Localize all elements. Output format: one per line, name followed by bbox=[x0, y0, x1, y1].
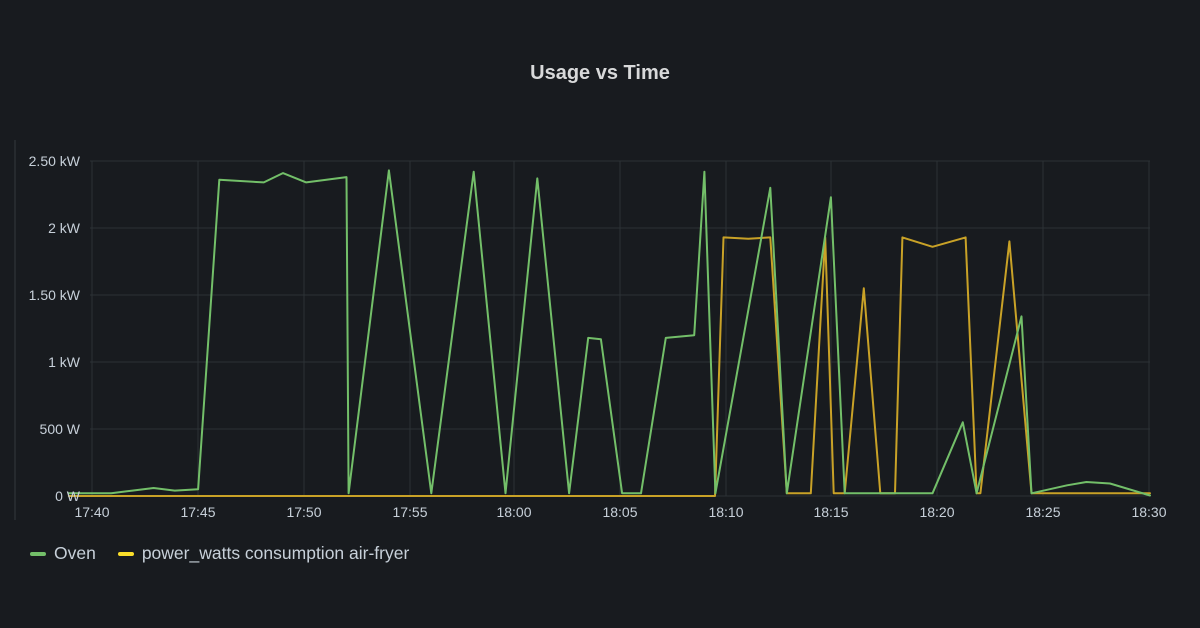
svg-text:1.50 kW: 1.50 kW bbox=[29, 287, 81, 303]
svg-text:17:45: 17:45 bbox=[180, 504, 215, 520]
svg-text:18:00: 18:00 bbox=[496, 504, 531, 520]
svg-text:2 kW: 2 kW bbox=[48, 220, 81, 236]
svg-text:500 W: 500 W bbox=[40, 421, 81, 437]
svg-text:18:20: 18:20 bbox=[919, 504, 954, 520]
svg-text:18:30: 18:30 bbox=[1131, 504, 1166, 520]
svg-text:18:10: 18:10 bbox=[708, 504, 743, 520]
svg-text:17:55: 17:55 bbox=[392, 504, 427, 520]
svg-text:18:05: 18:05 bbox=[602, 504, 637, 520]
svg-text:17:40: 17:40 bbox=[74, 504, 109, 520]
svg-text:18:25: 18:25 bbox=[1025, 504, 1060, 520]
svg-text:18:15: 18:15 bbox=[813, 504, 848, 520]
svg-text:17:50: 17:50 bbox=[286, 504, 321, 520]
svg-text:1 kW: 1 kW bbox=[48, 354, 81, 370]
svg-text:0 W: 0 W bbox=[55, 488, 81, 504]
svg-text:2.50 kW: 2.50 kW bbox=[29, 153, 81, 169]
